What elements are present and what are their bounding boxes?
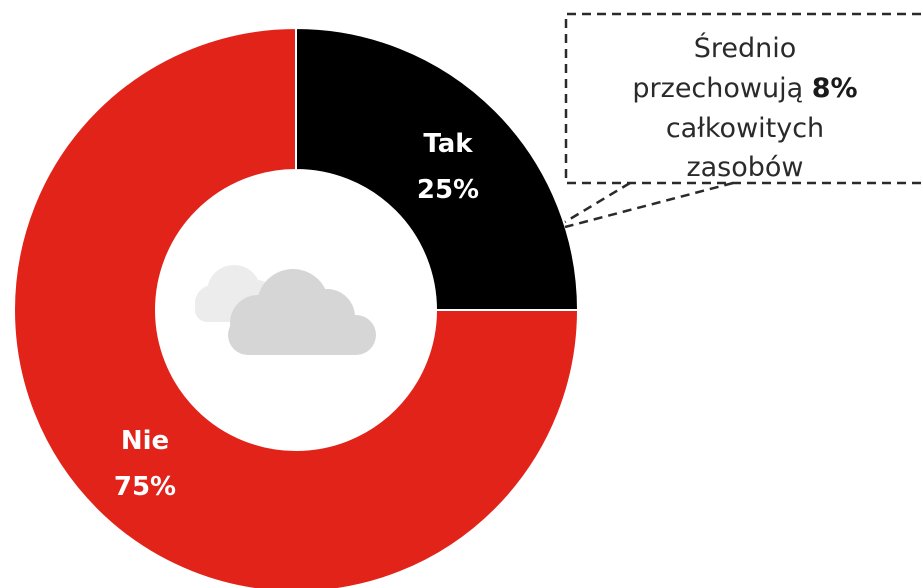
donut-slice-tak bbox=[295, 26, 580, 311]
callout-line-4: zasobów bbox=[686, 152, 803, 183]
callout-leader-line-2 bbox=[564, 181, 734, 229]
slice-label-nie-name: Nie bbox=[121, 426, 169, 456]
slice-label-tak-value: 25% bbox=[417, 175, 479, 205]
donut-slices bbox=[13, 26, 580, 588]
callout-leader-line-1 bbox=[564, 181, 631, 224]
callout-line-3: całkowitych bbox=[666, 113, 824, 144]
callout-highlight-value: 8% bbox=[812, 73, 858, 104]
callout-box-border bbox=[564, 12, 921, 185]
callout-line-1: Średnio bbox=[694, 32, 797, 64]
cloud-icon bbox=[195, 265, 376, 355]
callout-annotation: Średnio przechowują 8% całkowitych zasob… bbox=[564, 12, 921, 229]
slice-label-nie-value: 75% bbox=[114, 472, 176, 502]
donut-slice-nie bbox=[13, 26, 580, 588]
callout-line-2: przechowują 8% bbox=[632, 73, 857, 104]
slice-label-tak-name: Tak bbox=[423, 129, 473, 159]
callout-line-2-text: przechowują bbox=[632, 73, 811, 104]
